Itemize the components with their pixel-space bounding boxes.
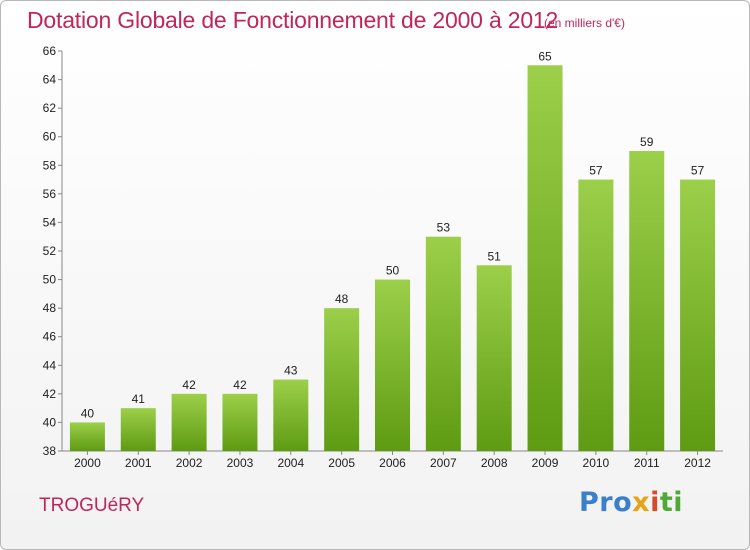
bar-2010 xyxy=(578,179,614,452)
y-tick-label: 66 xyxy=(43,44,57,58)
y-tick-label: 44 xyxy=(43,358,57,372)
y-tick-label: 64 xyxy=(43,73,57,87)
logo-part-1: Pro xyxy=(579,487,633,518)
x-tick-label-2006: 2006 xyxy=(379,456,406,470)
bar-2009 xyxy=(527,65,563,452)
commune-name: TROGUéRY xyxy=(39,495,145,516)
value-labels: 40 41 42 42 43 48 50 53 51 65 57 59 57 xyxy=(81,49,705,420)
logo-part-3: i xyxy=(650,487,660,518)
x-tick-label-2007: 2007 xyxy=(430,456,457,470)
bar-2007 xyxy=(425,236,461,451)
chart-subtitle: (en milliers d'€) xyxy=(544,16,625,30)
value-label-2007: 53 xyxy=(437,221,451,235)
bar-2011 xyxy=(629,151,665,451)
value-label-2006: 50 xyxy=(386,264,400,278)
bar-2000 xyxy=(69,422,105,451)
value-label-2001: 41 xyxy=(132,392,146,406)
x-tick-label-2001: 2001 xyxy=(125,456,152,470)
value-label-2011: 59 xyxy=(640,135,654,149)
x-tick-label-2008: 2008 xyxy=(481,456,508,470)
x-tick-label-2000: 2000 xyxy=(74,456,101,470)
proxiti-logo[interactable]: Proxiti xyxy=(579,487,683,518)
value-label-2010: 57 xyxy=(589,164,603,178)
y-tick-label: 56 xyxy=(43,187,57,201)
value-label-2012: 57 xyxy=(691,164,705,178)
bar-2012 xyxy=(680,179,716,452)
x-tick-label-2010: 2010 xyxy=(583,456,610,470)
value-label-2004: 43 xyxy=(284,364,298,378)
x-tick-label-2009: 2009 xyxy=(532,456,559,470)
y-tick-label: 38 xyxy=(43,444,57,458)
y-tick-label: 58 xyxy=(43,158,57,172)
value-label-2000: 40 xyxy=(81,406,95,420)
y-tick-label: 42 xyxy=(43,387,57,401)
axes: 38 40 42 44 46 48 50 52 54 56 58 60 62 64 66 2000 2001 20… xyxy=(43,44,723,470)
y-tick-label: 40 xyxy=(43,415,57,429)
bar-2003 xyxy=(222,393,258,451)
x-tick-label-2002: 2002 xyxy=(176,456,203,470)
bar-2005 xyxy=(324,308,360,451)
x-tick-label-2012: 2012 xyxy=(684,456,711,470)
x-tick-label-2003: 2003 xyxy=(227,456,254,470)
bars xyxy=(69,65,716,452)
bar-2006 xyxy=(375,279,410,451)
bar-2002 xyxy=(171,393,207,451)
logo-part-4: ti xyxy=(659,487,684,518)
chart-title: Dotation Globale de Fonctionnement de 20… xyxy=(27,7,559,33)
bar-2004 xyxy=(273,379,309,451)
value-label-2008: 51 xyxy=(488,249,502,263)
y-tick-label: 54 xyxy=(43,215,57,229)
y-tick-label: 60 xyxy=(43,130,57,144)
x-tick-label-2004: 2004 xyxy=(277,456,304,470)
value-label-2002: 42 xyxy=(182,378,196,392)
y-tick-label: 52 xyxy=(43,244,57,258)
x-tick-label-2005: 2005 xyxy=(328,456,355,470)
y-tick-label: 48 xyxy=(43,301,57,315)
value-label-2009: 65 xyxy=(538,49,552,63)
value-label-2003: 42 xyxy=(233,378,247,392)
y-tick-label: 50 xyxy=(43,273,57,287)
x-tick-label-2011: 2011 xyxy=(634,456,660,470)
bar-2008 xyxy=(476,265,512,451)
value-label-2005: 48 xyxy=(335,292,349,306)
logo-part-2: x xyxy=(632,487,651,518)
bar-2001 xyxy=(120,408,156,451)
y-tick-label: 46 xyxy=(43,330,57,344)
y-tick-label: 62 xyxy=(43,101,57,115)
